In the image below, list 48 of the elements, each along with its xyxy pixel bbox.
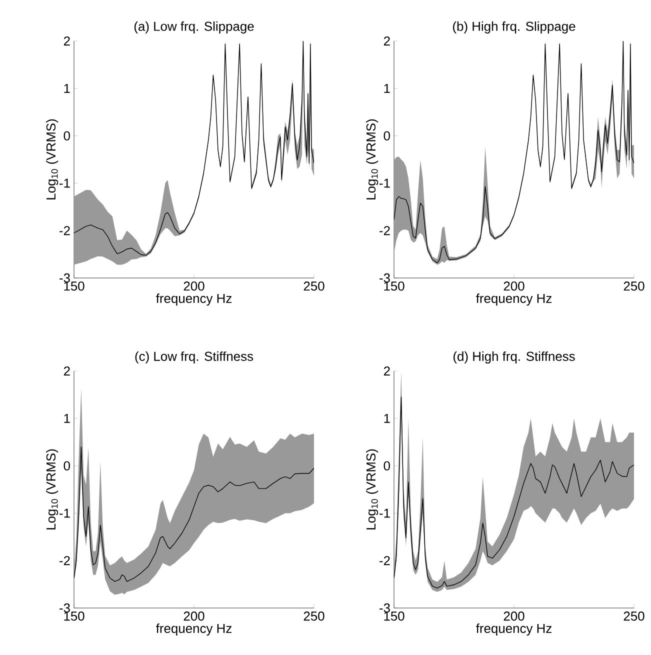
x-tick-label: 200 [184,282,204,291]
x-tick-label: 250 [304,612,324,621]
x-axis-title: frequency Hz [476,294,552,306]
chart-title: (a) Low frq. Slippage [134,21,254,34]
chart-title: (d) High frq. Stiffness [454,351,575,364]
y-tick-label: -1 [60,178,70,188]
x-tick-label: 150 [64,612,84,621]
y-tick-label: 0 [64,461,70,470]
chart-title: (b) High frq. Slippage [453,21,576,34]
x-tick-label: 150 [384,282,404,291]
x-tick-label: 250 [624,612,644,621]
y-tick-label: 2 [384,366,390,376]
y-tick-label: 0 [64,131,70,140]
y-tick-label: 2 [64,36,70,46]
x-axis-title: frequency Hz [476,624,552,636]
y-tick-label: -1 [380,508,390,518]
y-tick-label: 0 [384,131,390,140]
y-axis-title: Log$_{10}$ (VRMS) [366,119,378,200]
y-tick-label: -3 [60,603,70,613]
y-tick-label: -2 [60,226,70,236]
y-tick-label: 2 [64,366,70,376]
x-tick-label: 200 [184,612,204,621]
y-tick-label: 1 [64,414,70,423]
y-axis-title: Log$_{10}$ (VRMS) [46,449,58,530]
y-axis-title: Log$_{10}$ (VRMS) [366,449,378,530]
y-tick-label: 0 [384,461,390,470]
y-tick-label: -1 [60,508,70,518]
x-tick-label: 200 [504,612,524,621]
y-axis-title: Log$_{10}$ (VRMS) [46,119,58,200]
y-tick-label: -2 [380,226,390,236]
y-tick-label: -3 [380,603,390,613]
y-tick-label: -2 [380,556,390,566]
y-tick-label: 2 [384,36,390,46]
y-tick-label: -3 [380,273,390,283]
y-tick-label: 1 [384,414,390,423]
y-tick-label: -2 [60,556,70,566]
x-tick-label: 150 [384,612,404,621]
y-tick-label: 1 [384,84,390,93]
y-tick-label: 1 [64,84,70,93]
x-tick-label: 250 [304,282,324,291]
y-tick-label: -1 [380,178,390,188]
x-axis-title: frequency Hz [156,294,232,306]
x-tick-label: 150 [64,282,84,291]
x-axis-title: frequency Hz [156,624,232,636]
chart-title: (c) Low frq. Stiffness [135,351,254,364]
y-tick-label: -3 [60,273,70,283]
x-tick-label: 250 [624,282,644,291]
x-tick-label: 200 [504,282,524,291]
